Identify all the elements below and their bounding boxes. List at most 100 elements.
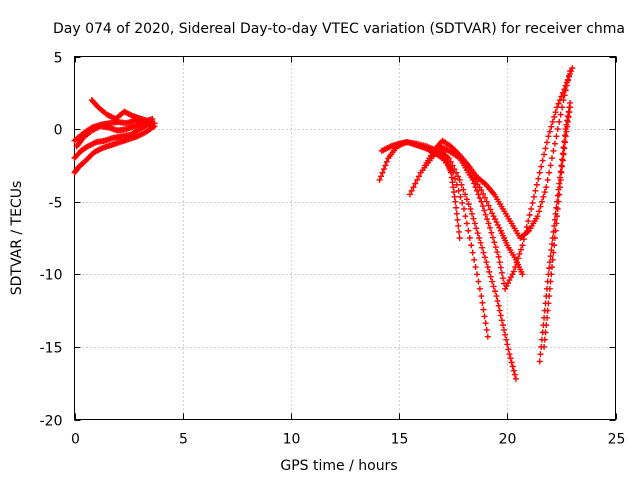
data-point [465,201,472,208]
data-point [559,89,566,96]
data-point [475,191,482,198]
y-tick-label: -5 [49,196,63,212]
data-point [554,104,561,111]
data-point [448,169,455,176]
x-tick-label: 0 [71,432,80,448]
data-point [410,184,417,191]
data-point [536,169,543,176]
data-point [495,253,502,260]
data-point [551,140,558,147]
data-point [519,242,526,249]
data-point [530,193,537,200]
data-point [479,244,486,251]
data-point [561,138,568,145]
x-tick-label: 25 [608,432,626,448]
data-point [509,363,516,370]
data-point [376,176,383,183]
data-point [547,162,554,169]
data-point [492,288,499,295]
data-point [550,249,557,256]
chart-title: Day 074 of 2020, Sidereal Day-to-day VTE… [53,21,625,37]
data-point [551,242,558,249]
axis-ticks [74,56,617,421]
data-point [469,249,476,256]
data-point [564,113,571,120]
data-point [553,133,560,140]
data-point [474,187,481,194]
data-point [494,297,501,304]
data-point [556,191,563,198]
data-point [561,145,568,152]
data-point [478,198,485,205]
data-point [382,162,389,169]
data-point [453,181,460,188]
data-point [484,264,491,271]
data-point [455,222,462,229]
data-point [538,163,545,170]
data-point [552,227,559,234]
data-point [559,157,566,164]
data-point [551,235,558,241]
data-point [466,235,473,241]
data-point [504,341,511,348]
data-point [542,329,549,336]
data-point [471,220,478,227]
data-point [564,123,571,130]
data-point [476,235,483,241]
data-point [564,118,571,125]
data-point [474,230,481,237]
data-point [467,205,474,212]
data-point [468,210,475,217]
data-point [473,225,480,232]
data-point [449,179,456,186]
x-tick-label: 5 [179,432,188,448]
data-point [149,115,156,122]
data-point [485,202,492,209]
data-point [497,264,504,271]
data-point [383,158,390,165]
data-point [548,271,555,278]
data-point [556,118,563,125]
data-point [414,176,421,183]
data-point [492,244,499,251]
data-point [463,220,470,227]
data-point [546,293,553,300]
data-point [554,205,561,212]
data-point [496,307,503,314]
data-point [567,70,574,77]
data-point [471,256,478,263]
series-sat-l-evening [541,104,574,350]
data-point [563,79,570,86]
data-point [482,320,489,327]
data-point [556,180,563,187]
data-point [482,211,489,218]
data-point [549,256,556,263]
data-point [490,283,497,290]
data-point [554,213,561,220]
data-point [452,175,459,182]
data-point [487,206,494,213]
data-point [494,249,501,256]
data-point [563,128,570,135]
data-point [543,322,550,329]
grid-lines [74,56,616,420]
data-point [543,184,550,191]
data-point [556,97,563,104]
data-point [476,285,483,292]
data-point [546,265,553,272]
y-tick-label: -15 [40,341,63,357]
data-point [541,189,548,196]
data-point [483,259,490,266]
data-point [565,114,572,120]
data-point [472,264,479,271]
data-point [519,271,526,278]
y-tick-label: -20 [40,414,63,430]
data-point [520,236,527,243]
data-point [462,191,469,198]
data-point [556,184,563,191]
data-point [533,181,540,188]
data-point [552,109,559,116]
data-point [505,346,512,353]
data-point [455,187,462,194]
